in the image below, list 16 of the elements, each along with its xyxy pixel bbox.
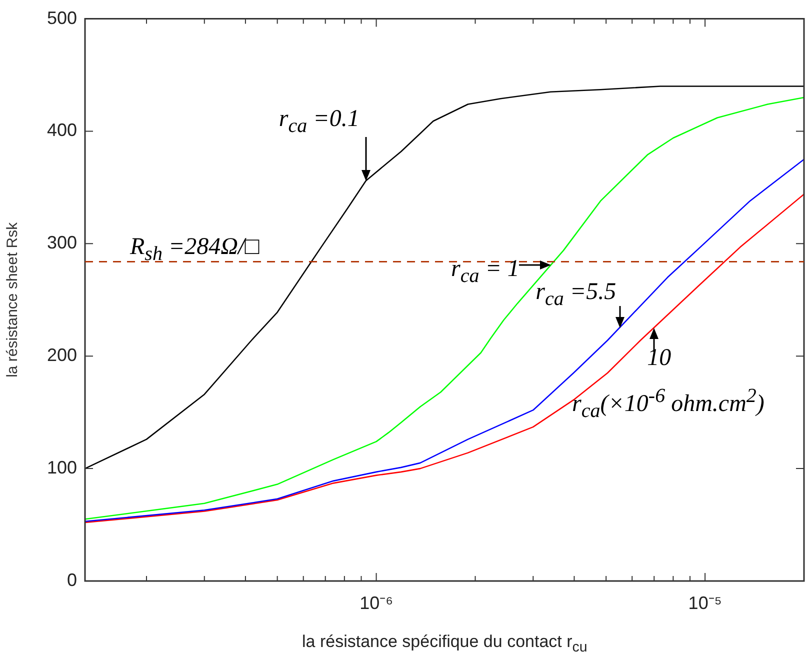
y-axis-title: la résistance sheet Rsk xyxy=(4,222,22,378)
ref-line-label: R$_{sh}$ =284Ω/□ xyxy=(130,234,260,264)
annotation: r$_{ca}$(×10$^{-6}$ ohm.cm$^{2}$) xyxy=(572,385,764,422)
annotation: 10 xyxy=(647,345,672,371)
annotation: r$_{ca}$ =5.5 xyxy=(536,279,616,310)
annotation: r$_{ca}$ = 1 xyxy=(451,256,520,287)
x-tick-label: 10⁻⁶ xyxy=(360,592,394,613)
x-tick-label: 10⁻⁵ xyxy=(688,592,722,613)
y-tick-label: 200 xyxy=(46,345,77,366)
y-tick-label: 300 xyxy=(46,232,77,253)
x-axis-title: la résistance spécifique du contact r$_{cu}$ xyxy=(302,632,588,656)
y-tick-label: 400 xyxy=(46,120,77,140)
y-tick-label: 500 xyxy=(46,8,77,28)
annotation: r$_{ca}$ =0.1 xyxy=(278,106,360,136)
y-tick-label: 100 xyxy=(46,458,77,478)
y-tick-label: 0 xyxy=(66,570,77,590)
